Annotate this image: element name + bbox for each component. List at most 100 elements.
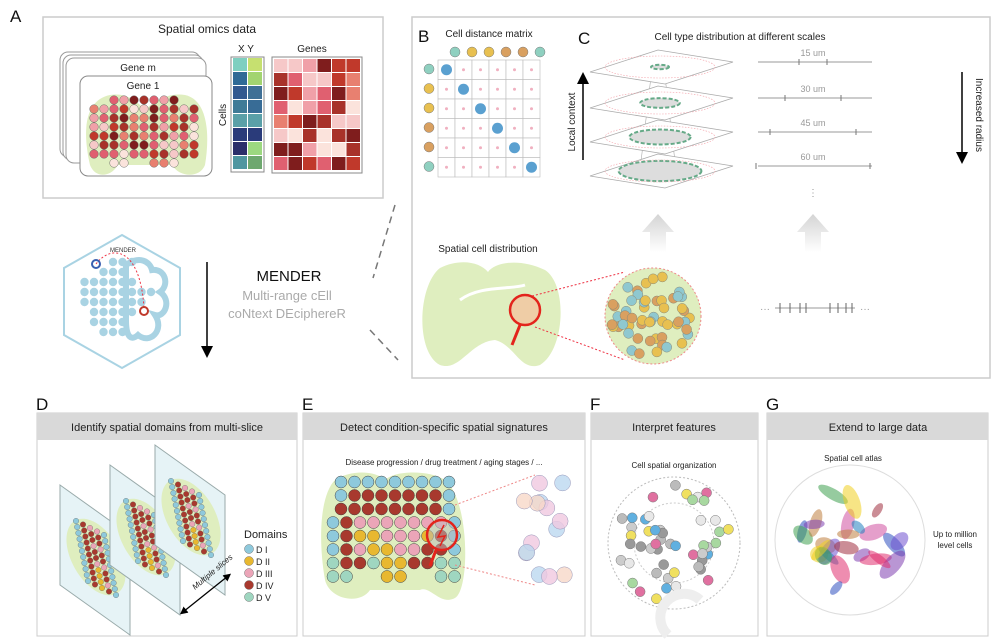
domain-spot	[367, 516, 380, 529]
cell-spot	[80, 297, 89, 307]
domain-spot	[334, 489, 348, 502]
domain-spot	[184, 497, 191, 503]
cell-icon	[647, 273, 659, 285]
method-name: MENDER	[256, 268, 321, 285]
cell-icon	[669, 567, 680, 578]
domain-spot	[138, 543, 145, 550]
cell-icon	[658, 302, 670, 314]
domain-spot	[80, 554, 87, 560]
matrix-cell	[248, 114, 262, 127]
domain-spot	[201, 548, 207, 555]
domain-spot	[429, 502, 442, 516]
lightning-icon	[436, 524, 447, 547]
domain-spot	[97, 579, 104, 585]
domain-spot	[191, 500, 198, 507]
domain-spot	[125, 510, 132, 516]
expression-spot	[139, 140, 149, 150]
domain-spot	[130, 534, 137, 540]
method-line-2: coNtext DEciphereR	[228, 306, 346, 321]
domain-spot	[194, 545, 200, 551]
domain-spot	[407, 543, 421, 556]
cell-cluster	[834, 541, 859, 555]
domain-spot	[133, 552, 140, 558]
matrix-cell	[233, 72, 247, 85]
cell-spot	[89, 287, 99, 297]
domain-swatch	[244, 592, 254, 602]
cell-icon	[688, 549, 699, 560]
domain-spot	[147, 526, 154, 533]
expression-spot	[189, 104, 199, 114]
domain-spot	[340, 516, 353, 529]
domain-spot	[83, 539, 90, 546]
domain-spot	[90, 543, 97, 549]
domain-spot	[367, 529, 380, 543]
expression-spot	[139, 131, 149, 141]
domain-spot	[199, 510, 206, 516]
heatmap-cell	[332, 87, 346, 100]
distance-dot	[530, 126, 533, 130]
cell-icon	[710, 537, 722, 549]
domain-spot	[434, 570, 448, 583]
domain-spot	[113, 592, 119, 598]
matrix-cell	[233, 58, 247, 71]
domain-spot	[442, 475, 456, 489]
expression-spot	[99, 140, 109, 150]
heatmap-cell	[303, 101, 317, 114]
cell-icon	[623, 328, 634, 339]
radius-ring	[604, 91, 716, 115]
heatmap-cell	[288, 129, 302, 142]
domain-spot	[168, 478, 174, 484]
domain-spot	[132, 513, 139, 520]
domain-spot	[187, 541, 193, 548]
heatmap-cell	[317, 73, 331, 86]
location-pin-icon	[91, 259, 101, 269]
expression-spot	[109, 140, 119, 150]
domain-spot	[96, 573, 103, 579]
tissue-outline	[422, 262, 561, 367]
cell-spot	[127, 287, 137, 297]
domain-spot	[442, 489, 456, 502]
expression-spot	[179, 104, 189, 114]
domain-spot	[76, 536, 83, 542]
scale-ellipsis: ⋮	[808, 188, 818, 199]
matrix-cell	[248, 128, 262, 141]
cell-icon	[634, 348, 645, 359]
panel-g-subtitle: Spatial cell atlas	[824, 454, 882, 463]
heatmap-cell	[303, 143, 317, 156]
domain-spot	[375, 502, 388, 516]
heatmap-cell	[332, 143, 346, 156]
domain-spot	[340, 556, 353, 570]
cell-icon	[449, 46, 461, 58]
cell-icon	[517, 46, 529, 58]
location-pin-icon	[139, 306, 149, 316]
matrix-cell	[233, 100, 247, 113]
cell-spot	[108, 287, 118, 297]
cell-spot	[99, 327, 108, 337]
distance-dot	[479, 126, 482, 130]
cell-spot	[99, 277, 108, 287]
expression-spot	[129, 149, 139, 159]
domain-spot	[326, 556, 340, 570]
domain-spot	[94, 561, 101, 567]
domain-spot	[88, 531, 95, 537]
domain-spot	[171, 496, 178, 502]
heatmap-cell	[288, 143, 302, 156]
domain-spot	[177, 526, 184, 532]
domain-spot	[340, 570, 353, 583]
heatmap-cell	[317, 87, 331, 100]
domain-spot	[73, 518, 79, 524]
expression-spot	[149, 95, 159, 105]
domain-spot	[132, 546, 139, 552]
spatial-cell-atlas	[793, 484, 909, 595]
bottom-panels: D Identify spatial domains from multi-sl…	[36, 395, 989, 639]
domain-spot	[204, 534, 211, 540]
heatmap-cell	[303, 59, 317, 72]
panel-e-header: Detect condition-specific spatial signat…	[340, 422, 548, 434]
domain-spot	[348, 502, 361, 516]
cell-icon	[607, 299, 619, 310]
domain-spot	[348, 489, 361, 502]
domain-spot	[375, 489, 388, 502]
cell-cluster	[818, 484, 848, 504]
expression-spot	[149, 113, 159, 123]
